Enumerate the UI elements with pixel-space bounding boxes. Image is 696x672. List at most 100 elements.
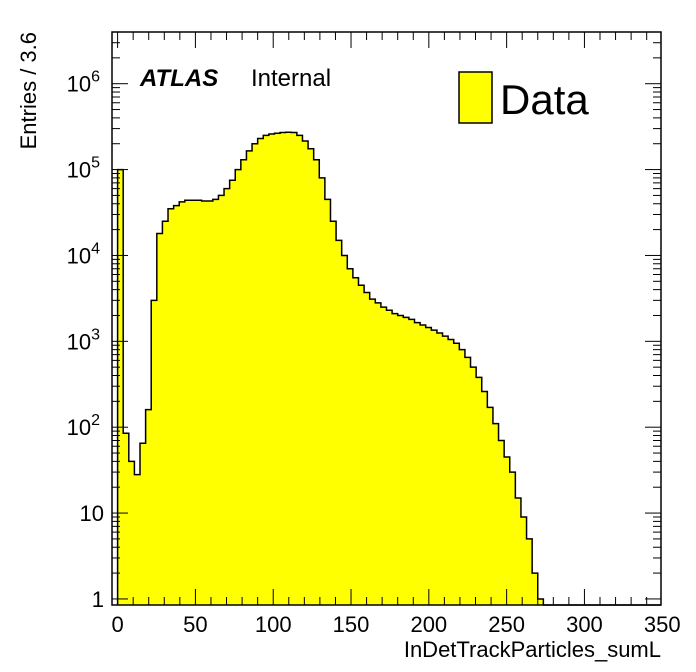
histogram-bar [140, 443, 146, 605]
y-tick-label: 1 [92, 587, 104, 612]
histogram-bar [386, 310, 393, 605]
histogram-bar [352, 277, 359, 605]
histogram-bar [364, 292, 370, 605]
histogram-bar [263, 135, 270, 606]
histogram-bar [442, 336, 449, 605]
x-tick-label: 300 [566, 612, 603, 637]
histogram-bar [162, 221, 169, 606]
histogram-bar [207, 201, 214, 605]
histogram-bar [285, 132, 292, 605]
histogram-bar [341, 255, 348, 605]
histogram-bar [324, 199, 331, 606]
histogram-bar [134, 474, 141, 605]
histogram-bar [302, 141, 309, 606]
histogram-bar [313, 159, 320, 605]
histogram-bars [117, 132, 544, 606]
histogram-bar [319, 177, 326, 605]
histogram-bar [330, 221, 337, 606]
y-tick-label: 103 [67, 326, 100, 354]
histogram-bar [173, 205, 180, 605]
histogram-bar [336, 240, 342, 605]
y-tick-label: 10 [80, 501, 104, 526]
histogram-bar [487, 407, 494, 605]
histogram-bar [274, 133, 281, 605]
histogram-bar [425, 327, 432, 605]
histogram-bar [375, 302, 382, 605]
histogram-bar [492, 423, 499, 605]
histogram-bar [156, 233, 163, 605]
histogram-bar [397, 315, 404, 605]
x-tick-label: 50 [183, 612, 207, 637]
histogram-bar [498, 440, 505, 605]
y-tick-label: 102 [67, 412, 100, 440]
y-tick-label: 106 [67, 69, 100, 97]
histogram-bar [470, 367, 477, 605]
histogram-outline [116, 131, 661, 606]
histogram-bar [392, 313, 399, 605]
histogram-bar [196, 200, 202, 605]
atlas-status-label: Internal [251, 65, 331, 92]
x-tick-label: 100 [255, 612, 292, 637]
histogram-bar [128, 461, 135, 605]
histogram-bar [526, 538, 533, 605]
histogram-bar [240, 159, 247, 605]
histogram-bar [179, 201, 186, 605]
plot-frame [111, 31, 662, 606]
x-axis-ticks [117, 32, 648, 605]
histogram-bar [448, 339, 455, 605]
histogram-bar [296, 135, 303, 606]
x-tick-label: 200 [410, 612, 447, 637]
histogram-bar [431, 330, 438, 605]
histogram-bar [190, 200, 197, 605]
histogram-bar [347, 268, 354, 605]
atlas-label: ATLAS [139, 65, 218, 92]
y-tick-label: 104 [67, 240, 100, 268]
histogram-bar [532, 573, 539, 605]
y-tick-label: 105 [67, 155, 100, 183]
histogram-bar [252, 143, 258, 606]
histogram-bar [235, 169, 242, 605]
x-tick-label: 0 [111, 612, 123, 637]
y-axis-ticks [112, 31, 661, 600]
histogram-bar [414, 322, 421, 605]
histogram-bar [168, 208, 174, 606]
histogram-bar [218, 195, 225, 605]
histogram-bar [246, 150, 253, 605]
histogram-bar [515, 497, 522, 605]
histogram-bar [459, 349, 466, 605]
histogram-bar [145, 409, 152, 605]
histogram-bar [408, 319, 415, 605]
histogram-bar [123, 433, 130, 605]
histogram-bar [403, 317, 410, 605]
histogram-bar [420, 324, 427, 605]
histogram-bar [537, 598, 544, 605]
histogram-bar [453, 343, 460, 605]
histogram-bar [504, 456, 511, 605]
histogram-bar [117, 169, 124, 605]
x-tick-label: 350 [644, 612, 681, 637]
histogram-bar [212, 199, 219, 606]
histogram-bar [520, 516, 527, 605]
histogram-bar [358, 285, 365, 605]
x-axis-title: InDetTrackParticles_sumL [404, 637, 661, 662]
histogram-bar [184, 200, 191, 605]
histogram-bar [476, 377, 483, 605]
histogram-bar [224, 188, 230, 606]
y-axis-tick-labels: 1 10 102 103 104 105 106 [67, 69, 104, 612]
x-tick-label: 250 [488, 612, 525, 637]
histogram-bar [151, 300, 158, 605]
x-tick-label: 150 [333, 612, 370, 637]
histogram-bar [268, 133, 275, 606]
histogram-bar [369, 299, 376, 605]
histogram-bar [436, 332, 443, 605]
legend-label-data: Data [500, 76, 589, 123]
histogram-bar [464, 357, 471, 605]
x-axis-tick-labels: 0 50 100 150 200 250 300 350 [111, 612, 680, 637]
histogram-bar [291, 132, 298, 605]
histogram-bar [201, 201, 208, 605]
histogram-bar [280, 132, 286, 605]
y-axis-title: Entries / 3.6 [16, 32, 41, 149]
legend-swatch-data [458, 71, 493, 124]
histogram-bar [257, 138, 264, 605]
